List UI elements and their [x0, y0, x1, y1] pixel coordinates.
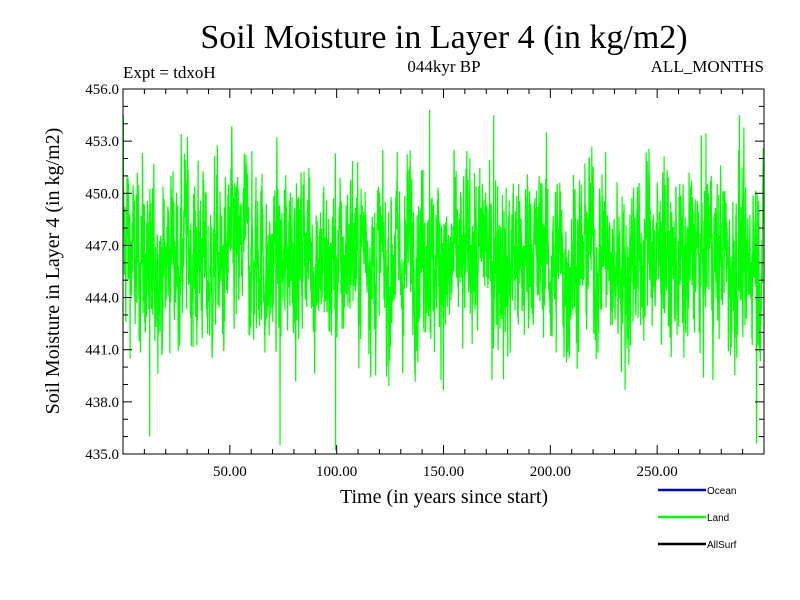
y-tick-label: 438.0: [85, 395, 119, 411]
legend-label-allsurf: AllSurf: [707, 540, 737, 551]
legend-label-land: Land: [707, 513, 729, 524]
period-label: 044kyr BP: [407, 57, 480, 76]
experiment-label: Expt = tdxoH: [123, 63, 216, 82]
x-tick-label: 200.00: [530, 464, 571, 480]
y-tick-label: 444.0: [85, 291, 119, 307]
y-tick-label: 441.0: [85, 343, 119, 359]
x-tick-label: 250.00: [637, 464, 678, 480]
months-label: ALL_MONTHS: [651, 57, 764, 76]
legend: Ocean Land AllSurf: [658, 486, 737, 551]
x-tick-label: 100.00: [316, 464, 357, 480]
y-tick-label: 450.0: [85, 186, 119, 202]
series-layer: [122, 109, 765, 451]
x-axis-label: Time (in years since start): [340, 486, 548, 508]
legend-label-ocean: Ocean: [707, 486, 736, 497]
y-tick-label: 456.0: [85, 82, 119, 98]
series-line-land: [122, 109, 765, 451]
tick-layer: 50.00 100.00 150.00 200.00 250.00 435.0 438.0 4…: [85, 82, 764, 480]
x-tick-label: 50.00: [213, 464, 247, 480]
chart-title: Soil Moisture in Layer 4 (in kg/m2): [200, 19, 687, 56]
y-tick-label: 435.0: [85, 447, 119, 463]
y-tick-label: 453.0: [85, 134, 119, 150]
y-tick-label: 447.0: [85, 238, 119, 254]
y-axis-label: Soil Moisture in Layer 4 (in kg/m2): [42, 128, 64, 415]
x-tick-label: 150.00: [423, 464, 464, 480]
